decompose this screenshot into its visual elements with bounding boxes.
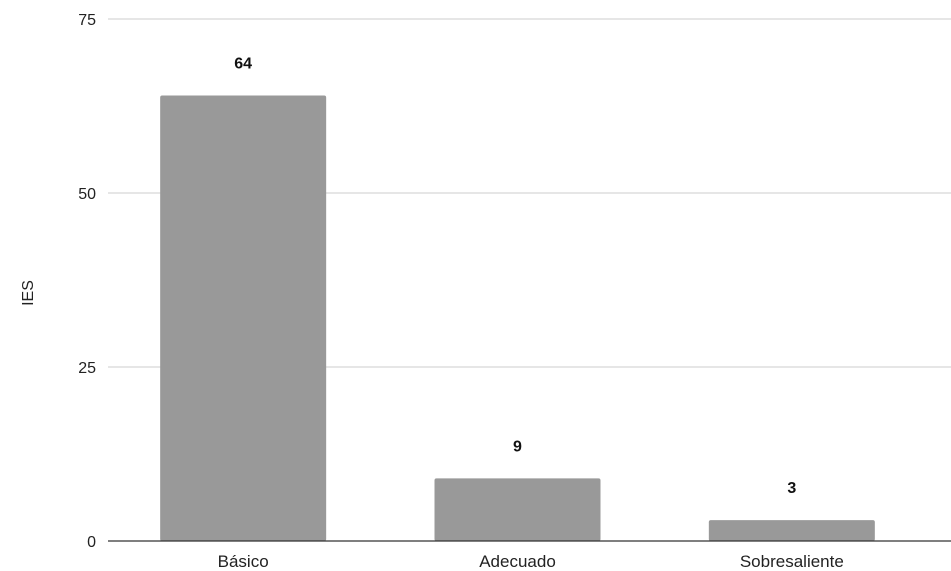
x-category-label: Básico xyxy=(218,552,269,571)
y-tick-label: 25 xyxy=(78,360,96,377)
y-axis-label: IES xyxy=(20,280,37,306)
y-tick-label: 75 xyxy=(78,12,96,29)
y-axis-ticks: 0 25 50 75 xyxy=(78,12,96,551)
data-label: 64 xyxy=(234,56,252,73)
x-axis-categories: Básico Adecuado Sobresaliente xyxy=(218,552,844,571)
bars xyxy=(160,95,875,541)
bar xyxy=(708,520,875,541)
y-tick-label: 50 xyxy=(78,186,96,203)
data-label: 9 xyxy=(513,438,522,455)
bar xyxy=(160,95,327,541)
y-tick-label: 0 xyxy=(87,534,96,551)
data-labels: 64 9 3 xyxy=(234,56,796,498)
x-category-label: Sobresaliente xyxy=(740,552,844,571)
bar xyxy=(434,478,601,541)
x-category-label: Adecuado xyxy=(479,552,556,571)
data-label: 3 xyxy=(787,480,796,497)
